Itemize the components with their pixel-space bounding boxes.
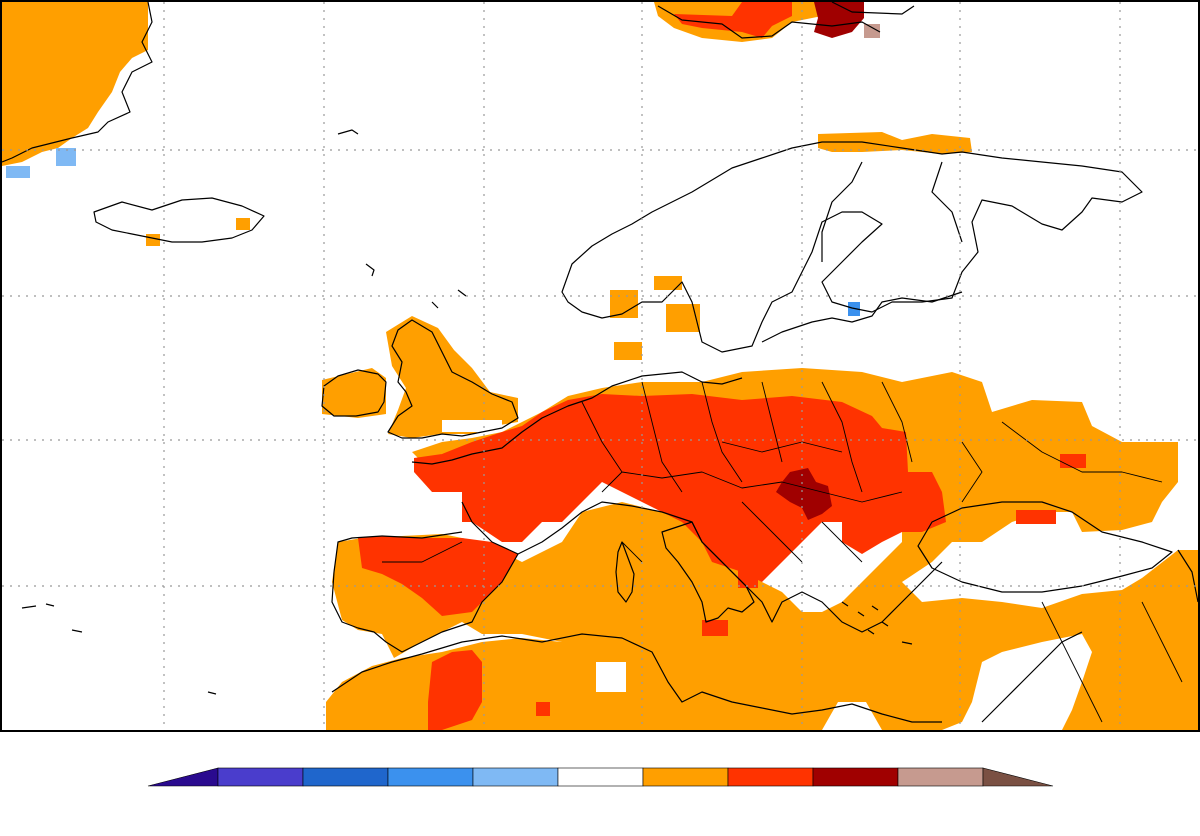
britain-warm-patch: [386, 316, 518, 438]
pannonia-very-hot-patch: [776, 468, 832, 520]
baltic-coast: [761, 291, 963, 343]
coastlines: [2, 2, 1198, 723]
very-hot-anomaly-layer: [776, 2, 864, 520]
sicily-hot-patch: [738, 570, 758, 588]
shetland-islands: [431, 289, 467, 309]
north-africa-coast: [331, 633, 942, 723]
ireland-coast: [321, 369, 387, 417]
azores-islands: [21, 603, 83, 633]
svalbard-extreme-patch: [864, 24, 880, 38]
levant-coast: [981, 631, 1083, 723]
map-canvas: [2, 2, 1198, 730]
france-white-gap: [442, 420, 502, 432]
north-africa-warm-patch: [326, 632, 682, 730]
denmark-warm: [614, 342, 642, 360]
greek-islands: [841, 601, 913, 645]
britain-coast: [387, 319, 519, 439]
greenland-cool-patch: [56, 148, 76, 166]
colorbar-bin: [387, 767, 474, 787]
scandinavia-coast: [561, 141, 1143, 353]
svalbard-hot-patch: [674, 2, 792, 38]
canary-islands: [207, 691, 217, 695]
africa-white-gap: [596, 662, 626, 692]
france-coast: [411, 371, 743, 465]
italy-hot-patch: [702, 620, 728, 636]
minor-anomaly-layer: [6, 24, 880, 692]
ireland-warm-patch: [322, 368, 386, 418]
nordic-cap-warm-patch: [818, 132, 972, 154]
greenland-warm-patch: [2, 2, 148, 166]
colorbar-bin: [472, 767, 559, 787]
faroe-islands: [365, 263, 375, 277]
jan-mayen: [337, 129, 359, 135]
greenland-cool-patch-2: [6, 166, 30, 178]
caspian-coast: [1177, 549, 1198, 603]
country-borders: [382, 381, 1183, 723]
colorbar-bin: [557, 767, 644, 787]
black-sea-coast: [917, 501, 1173, 593]
colorbar: [147, 767, 1054, 787]
svalbard-coast: [657, 2, 915, 39]
colorbar-bin: [727, 767, 814, 787]
africa-hot-spot: [536, 702, 550, 716]
iceland-coast: [93, 197, 265, 243]
iberia-coast: [331, 501, 519, 653]
central-europe-hot-patch: [414, 394, 946, 582]
grid-lines: [2, 2, 1198, 730]
iberia-hot-patch: [358, 536, 518, 616]
colorbar-min-extension: [147, 767, 219, 787]
sweden-south-warm: [654, 276, 682, 290]
colorbar-max-extension: [982, 767, 1054, 787]
colorbar-bin: [812, 767, 899, 787]
anomaly-map: [0, 0, 1200, 732]
finland-border: [821, 161, 963, 262]
svalbard-very-hot-patch: [814, 2, 864, 38]
greenland-coast: [2, 2, 153, 163]
med-north-coast: [517, 501, 943, 633]
sweden-south-warm-2: [666, 304, 700, 332]
colorbar-bin: [642, 767, 729, 787]
north-africa-hot-patch: [428, 650, 482, 730]
colorbar-bin: [302, 767, 389, 787]
italy-coast: [661, 521, 755, 623]
warm-anomaly-layer: [2, 2, 1198, 730]
black-sea-hot-patch: [1016, 510, 1056, 524]
norway-south-warm: [610, 290, 638, 318]
iceland-warm-patch-2: [236, 218, 250, 230]
russia-hot-patch: [1060, 454, 1086, 468]
iceland-warm-patch: [146, 234, 160, 246]
colorbar-bin: [897, 767, 984, 787]
middle-east-warm-patch: [1182, 562, 1198, 730]
hot-anomaly-layer: [358, 2, 1086, 730]
corsica-sardinia: [615, 541, 635, 603]
colorbar-bin: [217, 767, 304, 787]
